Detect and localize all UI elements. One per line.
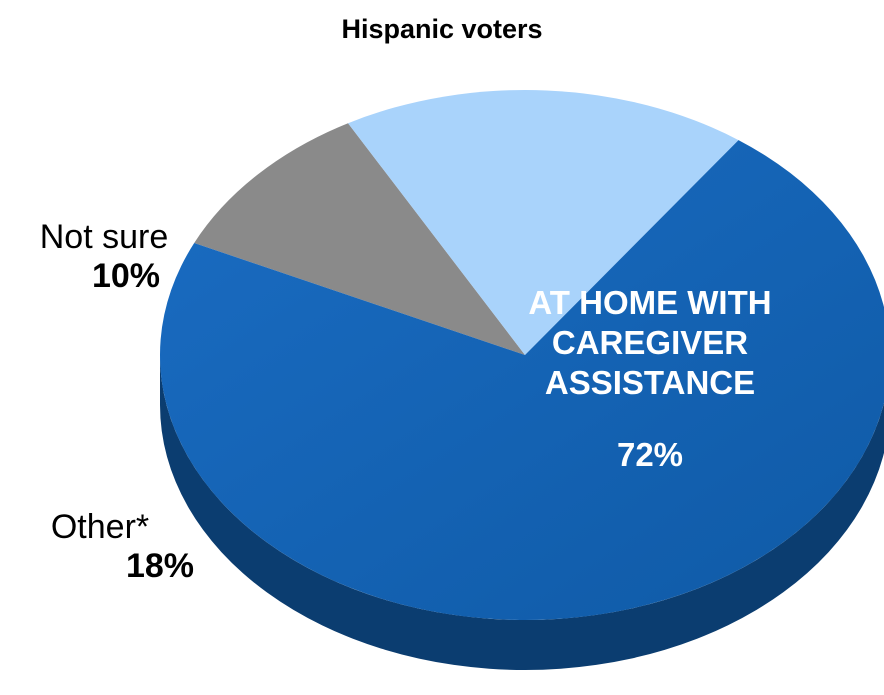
chart-title: Hispanic voters: [341, 14, 543, 44]
pie-slice-other: [348, 89, 739, 355]
pie-slice-not-sure: [194, 123, 525, 356]
label-at-home-name: AT HOME WITH CAREGIVER ASSISTANCE: [528, 284, 772, 401]
label-not-sure-value: 10%: [91, 257, 160, 295]
label-at-home: AT HOME WITH CAREGIVER ASSISTANCE 72%: [520, 283, 780, 475]
label-not-sure: Not sure 10%: [4, 218, 204, 296]
label-at-home-value: 72%: [616, 436, 684, 473]
label-other-name: Other*: [50, 508, 150, 546]
label-other-value: 18%: [125, 547, 194, 585]
label-not-sure-name: Not sure: [39, 218, 169, 256]
label-other: Other* 18%: [0, 508, 200, 586]
pie-slice-at-home-with-caregiver-assistance: [160, 140, 884, 620]
pie-side-at-home-with-caregiver-assistance: [160, 355, 884, 670]
